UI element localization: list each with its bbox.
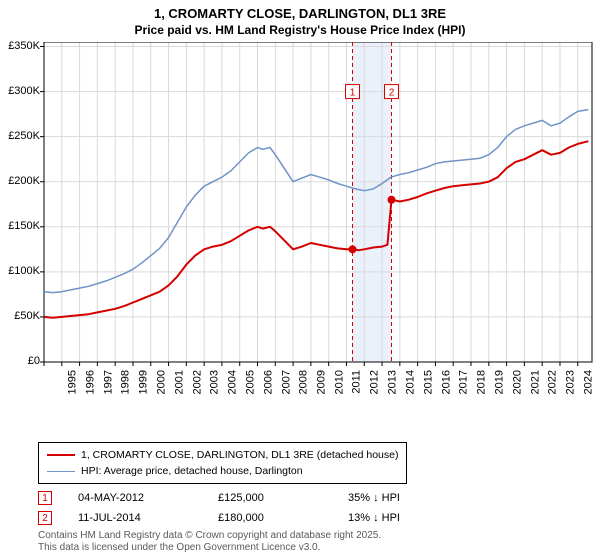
- y-tick-label: £100K: [0, 265, 40, 277]
- legend-swatch-hpi: [47, 471, 75, 472]
- x-tick-label: 2014: [405, 370, 417, 394]
- y-tick-label: £300K: [0, 85, 40, 97]
- legend-row: 1, CROMARTY CLOSE, DARLINGTON, DL1 3RE (…: [47, 447, 398, 463]
- x-tick-label: 2022: [547, 370, 559, 394]
- attribution-line2: This data is licensed under the Open Gov…: [38, 542, 381, 554]
- chart-title-line2: Price paid vs. HM Land Registry's House …: [0, 23, 600, 37]
- markers-table: 1 04-MAY-2012£125,00035% ↓ HPI 2 11-JUL-201…: [38, 488, 468, 528]
- chart-plot: 12 £0£50K£100K£150K£200K£250K£300K£350K1…: [0, 42, 600, 402]
- y-tick-label: £250K: [0, 130, 40, 142]
- legend-label-price: 1, CROMARTY CLOSE, DARLINGTON, DL1 3RE (…: [81, 447, 398, 463]
- y-tick-label: £350K: [0, 40, 40, 52]
- y-tick-label: £0: [0, 355, 40, 367]
- x-tick-label: 2010: [333, 370, 345, 394]
- x-tick-label: 2008: [298, 370, 310, 394]
- x-tick-label: 2023: [565, 370, 577, 394]
- legend-row: HPI: Average price, detached house, Darl…: [47, 463, 398, 479]
- x-tick-label: 2002: [191, 370, 203, 394]
- x-tick-label: 2005: [244, 370, 256, 394]
- marker-price: £125,000: [218, 492, 348, 504]
- attribution: Contains HM Land Registry data © Crown c…: [38, 530, 381, 554]
- x-tick-label: 2003: [209, 370, 221, 394]
- x-tick-label: 2007: [280, 370, 292, 394]
- markers-table-row: 1 04-MAY-2012£125,00035% ↓ HPI: [38, 488, 468, 508]
- x-tick-label: 1999: [138, 370, 150, 394]
- x-tick-label: 2009: [316, 370, 328, 394]
- x-tick-label: 2021: [529, 370, 541, 394]
- series-marker: [349, 245, 357, 253]
- legend: 1, CROMARTY CLOSE, DARLINGTON, DL1 3RE (…: [38, 442, 407, 484]
- marker-delta: 35% ↓ HPI: [348, 492, 468, 504]
- plot-border: [44, 42, 592, 362]
- x-tick-label: 2024: [582, 370, 594, 394]
- chart-title-line1: 1, CROMARTY CLOSE, DARLINGTON, DL1 3RE: [0, 6, 600, 21]
- marker-date: 04-MAY-2012: [78, 492, 218, 504]
- marker-index: 2: [38, 511, 52, 525]
- chart-svg: 12: [0, 42, 600, 402]
- x-tick-label: 1996: [84, 370, 96, 394]
- x-tick-label: 2006: [262, 370, 274, 394]
- x-tick-label: 2011: [350, 370, 362, 394]
- series-marker: [387, 196, 395, 204]
- x-tick-label: 2012: [369, 370, 381, 394]
- x-tick-label: 2000: [155, 370, 167, 394]
- x-tick-label: 2015: [422, 370, 434, 394]
- x-tick-label: 2020: [511, 370, 523, 394]
- legend-swatch-price: [47, 454, 75, 456]
- legend-label-hpi: HPI: Average price, detached house, Darl…: [81, 463, 303, 479]
- marker-delta: 13% ↓ HPI: [348, 512, 468, 524]
- y-tick-label: £50K: [0, 310, 40, 322]
- x-tick-label: 2001: [173, 370, 185, 394]
- x-tick-label: 2004: [227, 370, 239, 394]
- x-tick-label: 2019: [493, 370, 505, 394]
- x-tick-label: 2013: [387, 370, 399, 394]
- marker-date: 11-JUL-2014: [78, 512, 218, 524]
- markers-table-row: 2 11-JUL-2014£180,00013% ↓ HPI: [38, 508, 468, 528]
- attribution-line1: Contains HM Land Registry data © Crown c…: [38, 530, 381, 542]
- marker-price: £180,000: [218, 512, 348, 524]
- x-tick-label: 1997: [102, 370, 114, 394]
- marker-label-text: 1: [350, 88, 356, 99]
- x-tick-label: 2017: [458, 370, 470, 394]
- marker-label-text: 2: [389, 88, 395, 99]
- x-tick-label: 1995: [66, 370, 78, 394]
- x-tick-label: 1998: [120, 370, 132, 394]
- y-tick-label: £150K: [0, 220, 40, 232]
- chart-title-block: 1, CROMARTY CLOSE, DARLINGTON, DL1 3RE P…: [0, 0, 600, 37]
- x-tick-label: 2018: [476, 370, 488, 394]
- y-tick-label: £200K: [0, 175, 40, 187]
- marker-index: 1: [38, 491, 52, 505]
- x-tick-label: 2016: [440, 370, 452, 394]
